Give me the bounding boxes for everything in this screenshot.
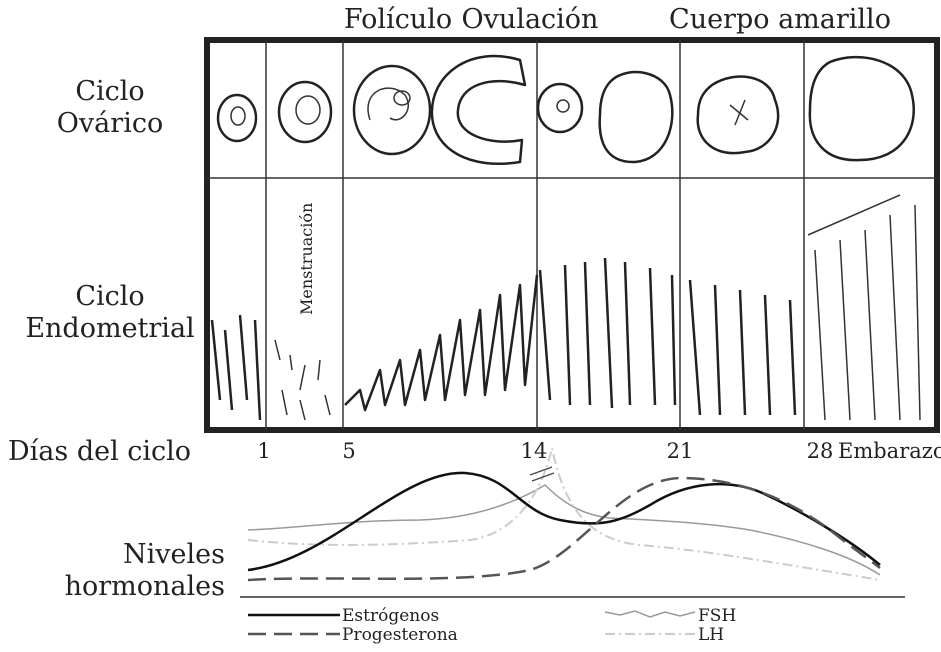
dividers bbox=[207, 40, 937, 430]
row-label: Endometrial bbox=[25, 313, 194, 344]
diagram: Folículo Ovulación Cuerpo amarillo Ciclo… bbox=[0, 0, 941, 652]
legend-label: Progesterona bbox=[342, 625, 458, 645]
day-label: 5 bbox=[342, 439, 355, 463]
phase-label: Folículo bbox=[344, 4, 452, 35]
day-label: 14 bbox=[521, 439, 548, 463]
phase-label: Cuerpo amarillo bbox=[669, 4, 891, 35]
hormone-curves: Niveles hormonales bbox=[65, 448, 905, 602]
lh-curve bbox=[248, 448, 880, 580]
ovary-drawings bbox=[218, 56, 914, 164]
phase-label: Ovulación bbox=[462, 4, 599, 35]
pregnancy-label: Embarazo bbox=[838, 439, 941, 463]
row-label: Ciclo bbox=[75, 76, 144, 107]
legend: Estrógenos Progesterona FSH LH bbox=[248, 606, 736, 645]
hormone-label: Niveles bbox=[123, 539, 225, 570]
row-labels: Ciclo Ovárico Ciclo Endometrial Menstrua… bbox=[25, 76, 316, 344]
day-axis: Días del ciclo 1 5 14 21 28 Embarazo bbox=[8, 436, 941, 467]
row-label: Ciclo bbox=[75, 281, 144, 312]
hormone-label: hormonales bbox=[65, 571, 225, 602]
legend-label: FSH bbox=[698, 606, 736, 626]
legend-label: LH bbox=[698, 625, 724, 645]
row-label: Ovárico bbox=[57, 108, 163, 139]
day-label: 1 bbox=[257, 439, 270, 463]
cycle-frame bbox=[207, 40, 937, 430]
legend-label: Estrógenos bbox=[342, 606, 439, 626]
day-label: 21 bbox=[667, 439, 694, 463]
days-label: Días del ciclo bbox=[8, 436, 191, 467]
day-label: 28 bbox=[807, 439, 834, 463]
phase-labels: Folículo Ovulación Cuerpo amarillo bbox=[344, 4, 891, 35]
endometrium-drawings bbox=[212, 195, 920, 420]
menstruation-label: Menstruación bbox=[297, 203, 316, 315]
